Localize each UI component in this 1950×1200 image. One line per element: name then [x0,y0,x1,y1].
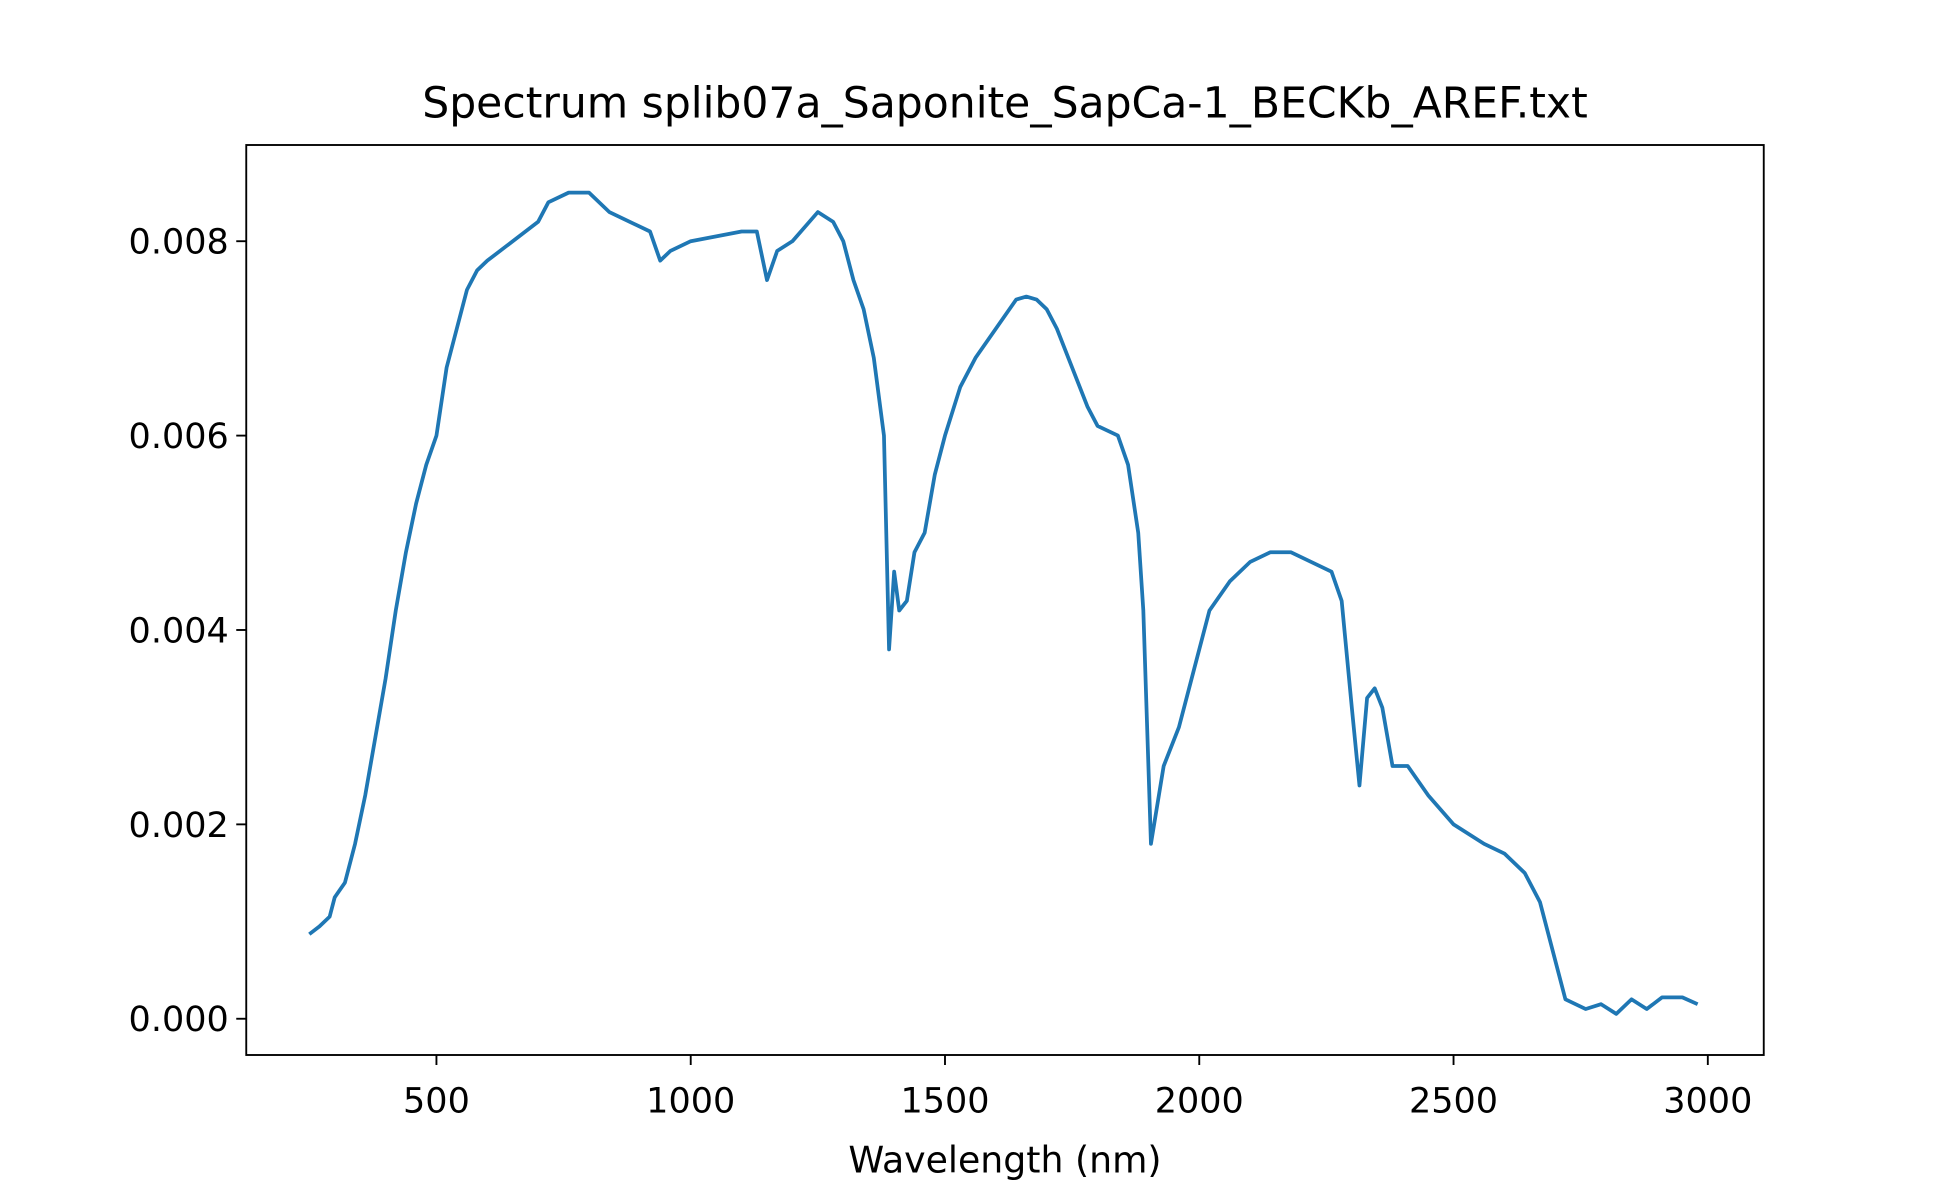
chart-title: Spectrum splib07a_Saponite_SapCa-1_BECKb… [422,80,1588,129]
x-tick-label: 1000 [646,1082,735,1122]
y-tick-label: 0.000 [129,1000,229,1040]
y-tick-label: 0.002 [129,806,229,846]
y-tick-label: 0.004 [129,611,229,651]
y-tick-label: 0.006 [129,417,229,457]
plot-frame [245,144,1765,1056]
x-tick-label: 500 [403,1082,470,1122]
x-tick-label: 1500 [900,1082,989,1122]
x-tick-label: 2000 [1155,1082,1244,1122]
x-tick-label: 3000 [1663,1082,1752,1122]
spectrum-line [308,190,1699,1016]
x-tick-label: 2500 [1409,1082,1498,1122]
x-axis-label: Wavelength (nm) [848,1139,1161,1182]
y-tick-label: 0.008 [129,223,229,263]
